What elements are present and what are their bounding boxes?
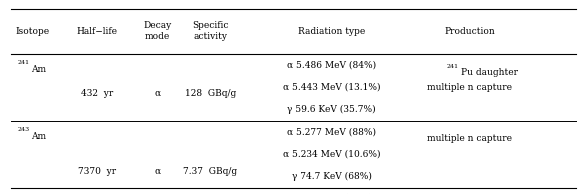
Text: Half−life: Half−life	[76, 27, 117, 36]
Text: 241: 241	[447, 64, 459, 68]
Text: α 5.277 MeV (88%): α 5.277 MeV (88%)	[287, 127, 376, 136]
Text: α 5.486 MeV (84%): α 5.486 MeV (84%)	[287, 60, 376, 69]
Text: α 5.234 MeV (10.6%): α 5.234 MeV (10.6%)	[283, 149, 380, 158]
Text: Pu daughter: Pu daughter	[461, 68, 518, 77]
Text: 7.37  GBq/g: 7.37 GBq/g	[183, 167, 237, 176]
Text: Specific
activity: Specific activity	[192, 21, 228, 41]
Text: α: α	[154, 89, 160, 98]
Text: 243: 243	[18, 127, 30, 132]
Text: Production: Production	[444, 27, 495, 36]
Text: Am: Am	[31, 65, 46, 74]
Text: Am: Am	[31, 132, 46, 141]
Text: α 5.443 MeV (13.1%): α 5.443 MeV (13.1%)	[283, 82, 380, 91]
Text: γ 59.6 KeV (35.7%): γ 59.6 KeV (35.7%)	[288, 105, 376, 114]
Text: α: α	[154, 167, 160, 176]
Text: 128  GBq/g: 128 GBq/g	[184, 89, 236, 98]
Text: multiple n capture: multiple n capture	[427, 134, 512, 143]
Text: multiple n capture: multiple n capture	[427, 83, 512, 92]
Text: 7370  yr: 7370 yr	[78, 167, 116, 176]
Text: Isotope: Isotope	[15, 27, 49, 36]
Text: 432  yr: 432 yr	[81, 89, 113, 98]
Text: Decay
mode: Decay mode	[143, 21, 171, 41]
Text: 241: 241	[18, 60, 30, 65]
Text: γ 74.7 KeV (68%): γ 74.7 KeV (68%)	[292, 172, 372, 181]
Text: Radiation type: Radiation type	[298, 27, 365, 36]
